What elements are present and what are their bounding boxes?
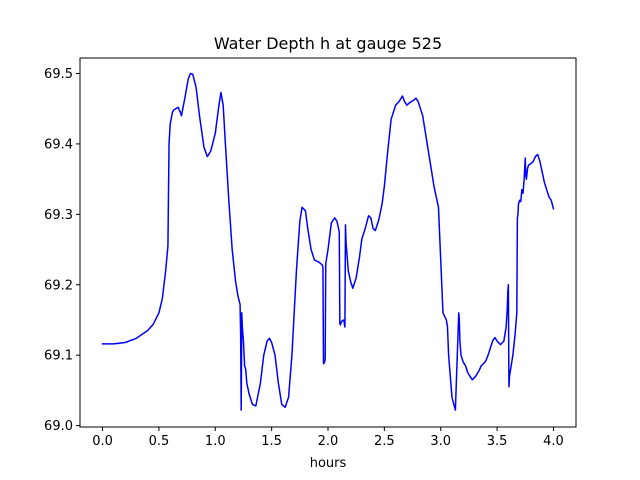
x-axis: 0.0 0.5 1.0 1.5 2.0 2.5 3.0 3.5 4.0 (92, 427, 564, 449)
y-tick-label: 69.5 (44, 67, 73, 82)
x-tick-label: 1.5 (261, 434, 282, 449)
y-tick-label: 69.4 (44, 137, 73, 152)
y-axis: 69.0 69.1 69.2 69.3 69.4 69.5 (44, 67, 80, 434)
y-tick-label: 69.2 (44, 278, 73, 293)
series-layer (101, 72, 555, 411)
x-axis-label: hours (310, 456, 347, 471)
x-tick-label: 0.5 (149, 434, 170, 449)
y-tick-label: 69.3 (44, 208, 73, 223)
y-tick-label: 69.0 (44, 419, 73, 434)
x-tick-label: 1.0 (205, 434, 226, 449)
x-tick-label: 4.0 (543, 434, 564, 449)
series-line-0 (101, 72, 555, 411)
x-tick-label: 2.0 (318, 434, 339, 449)
y-tick-label: 69.1 (44, 349, 73, 364)
x-tick-label: 0.0 (92, 434, 113, 449)
x-tick-label: 3.0 (430, 434, 451, 449)
chart-title: Water Depth h at gauge 525 (214, 34, 442, 53)
x-tick-label: 3.5 (487, 434, 508, 449)
x-tick-label: 2.5 (374, 434, 395, 449)
